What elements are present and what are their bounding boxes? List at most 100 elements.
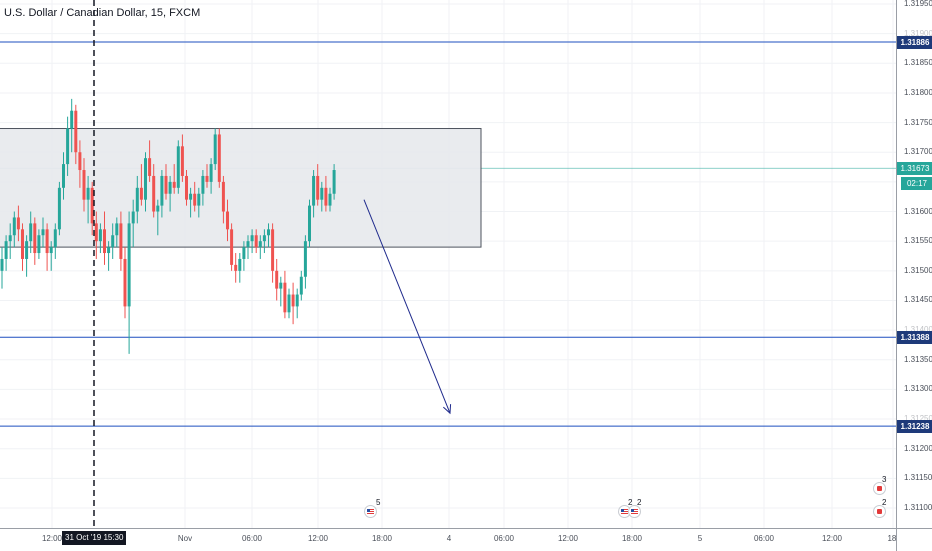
candle-body: [119, 223, 123, 259]
candle-body: [53, 229, 57, 248]
crosshair-time-label: 31 Oct '19 15:30: [62, 531, 127, 545]
candle-body: [291, 294, 295, 307]
price-axis[interactable]: 1.31950 1.31900 1.31850 1.31800 1.31750 1.317…: [896, 0, 932, 528]
time-tick-label: 12:00: [41, 534, 63, 543]
candle-body: [221, 181, 225, 212]
candle-body: [308, 205, 311, 242]
canada-flag-event-icon[interactable]: [873, 482, 886, 495]
time-tick-label: 06:00: [241, 534, 263, 543]
candle-body: [115, 223, 119, 236]
candle-body: [144, 158, 147, 200]
candle-body: [254, 235, 258, 248]
candle-body: [197, 193, 201, 206]
flag-stripes: [621, 509, 628, 514]
candle-body: [41, 229, 45, 236]
candle-body: [127, 223, 131, 307]
candle-body: [176, 146, 180, 188]
time-tick-label: 18:00: [371, 534, 393, 543]
candle-body: [234, 264, 238, 271]
candle-body: [70, 110, 74, 129]
candle-body: [332, 170, 336, 194]
candle-body: [74, 110, 78, 153]
candle-body: [287, 294, 291, 313]
candle-body: [45, 229, 49, 254]
us-flag-event-icon[interactable]: [364, 505, 377, 518]
candle-body: [135, 187, 139, 212]
event-count-label: 3: [882, 475, 887, 484]
candle-body: [33, 223, 37, 254]
candle-body: [0, 258, 4, 271]
candle-body: [90, 187, 94, 224]
time-tick-label: 12:00: [557, 534, 579, 543]
candle-body: [267, 229, 270, 236]
price-tick-label: 1.31550: [904, 236, 932, 246]
candle-body: [148, 158, 152, 176]
candle-body: [189, 193, 193, 200]
candle-body: [107, 247, 111, 254]
candle-body: [262, 235, 266, 242]
maple-leaf: [877, 486, 882, 491]
candle-body: [283, 282, 287, 313]
time-axis[interactable]: 12:00 Nov 06:00 12:00 18:00 4 06:00 12:00 18:00 5…: [0, 528, 896, 551]
candle-body: [250, 235, 254, 242]
candle-body: [205, 175, 209, 182]
level-price-tag: 1.31886: [897, 35, 932, 49]
candle-body: [275, 270, 279, 289]
candle-body: [303, 241, 307, 277]
candle-body: [324, 187, 328, 206]
candle-body: [226, 211, 229, 230]
price-tick-label: 1.31900: [904, 28, 932, 38]
candle-body: [185, 175, 188, 200]
candle-body: [209, 164, 213, 182]
price-tick-label: 1.31200: [904, 443, 932, 453]
candle-body: [271, 229, 275, 271]
candle-body: [164, 175, 168, 194]
chart-area[interactable]: U.S. Dollar / Canadian Dollar, 15, FXCM …: [0, 0, 896, 528]
projection-arrow[interactable]: [363, 199, 452, 415]
candle-body: [230, 229, 234, 265]
event-count-label: 5: [376, 498, 381, 507]
candle-body: [78, 152, 82, 171]
candle-body: [62, 164, 65, 188]
candle-body: [279, 282, 283, 289]
candle-body: [172, 181, 176, 188]
time-tick-label: Nov: [177, 534, 193, 543]
price-tick-label: 1.31800: [904, 87, 932, 97]
candle-body: [66, 128, 70, 165]
bar-countdown-tag: 02:17: [901, 177, 932, 191]
candle-body: [86, 187, 90, 200]
time-tick-label: 18:00: [621, 534, 643, 543]
canada-flag-event-icon[interactable]: [873, 505, 886, 518]
candle-body: [193, 193, 197, 206]
us-flag-event-icon[interactable]: [618, 505, 631, 518]
candle-body: [8, 235, 12, 242]
current-price-tag: 1.31673: [897, 162, 932, 176]
candle-body: [258, 241, 262, 248]
price-chart[interactable]: [0, 0, 896, 528]
event-count-label: 2: [882, 498, 887, 507]
price-tick-label: 1.31500: [904, 265, 932, 275]
candle-body: [139, 187, 143, 200]
candle-body: [320, 187, 324, 200]
grid-lines: [0, 0, 896, 528]
price-tick-label: 1.31950: [904, 0, 932, 8]
time-tick-label: 06:00: [493, 534, 515, 543]
flag-canton: [631, 509, 634, 512]
flag-stripes: [631, 509, 638, 514]
event-count-label: 2: [637, 498, 642, 507]
candle-body: [213, 134, 217, 165]
candle-body: [82, 170, 86, 200]
candle-body: [4, 241, 8, 259]
candle-body: [242, 247, 246, 259]
candle-body: [217, 134, 221, 182]
price-tick-label: 1.31850: [904, 58, 932, 68]
candle-body: [21, 229, 24, 259]
candle-body: [160, 175, 164, 206]
price-tick-label: 1.31350: [904, 354, 932, 364]
candle-body: [111, 235, 115, 248]
candle-body: [12, 217, 16, 236]
candle-body: [98, 229, 102, 242]
time-tick-label: 12:00: [821, 534, 843, 543]
price-tick-label: 1.31300: [904, 384, 932, 394]
us-flag-event-icon[interactable]: [628, 505, 641, 518]
